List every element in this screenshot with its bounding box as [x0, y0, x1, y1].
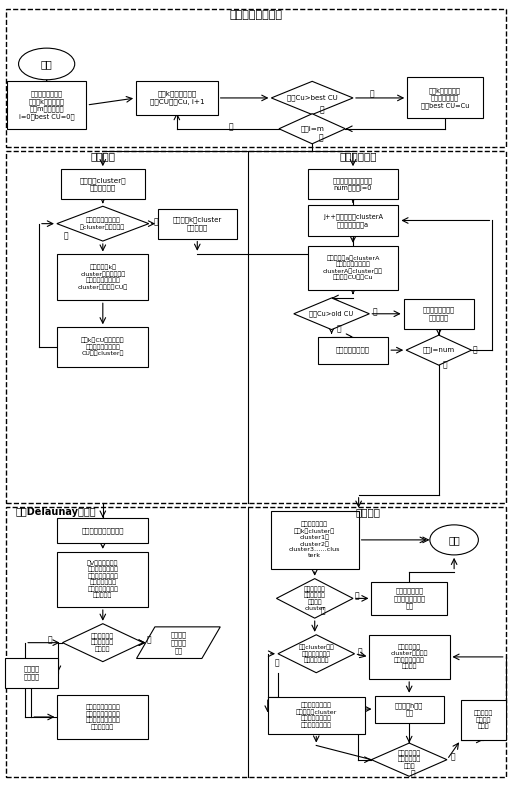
Text: 判断j=num: 判断j=num: [423, 347, 455, 353]
Bar: [6, 507, 506, 777]
FancyBboxPatch shape: [308, 205, 398, 235]
Text: 空间聚类: 空间聚类: [356, 507, 381, 517]
Text: 比较k个CU值，将该空
间要素归入产生最大
CU值的cluster中: 比较k个CU值，将该空 间要素归入产生最大 CU值的cluster中: [81, 337, 124, 356]
FancyBboxPatch shape: [318, 337, 388, 364]
Text: 优化聚类结果: 优化聚类结果: [339, 151, 377, 162]
FancyBboxPatch shape: [407, 78, 483, 119]
Text: 确定初始聚类中心: 确定初始聚类中心: [229, 10, 283, 20]
FancyBboxPatch shape: [375, 695, 444, 722]
Text: 否: 否: [228, 122, 233, 131]
Text: 是: 是: [442, 360, 447, 369]
Text: 判断Cu>old CU: 判断Cu>old CU: [309, 310, 354, 317]
FancyBboxPatch shape: [61, 169, 145, 199]
Text: 否: 否: [147, 635, 152, 644]
Polygon shape: [278, 634, 354, 672]
Text: 撤销置换，回到上
次聚类结果: 撤销置换，回到上 次聚类结果: [423, 307, 455, 321]
FancyBboxPatch shape: [371, 582, 447, 615]
Text: 否: 否: [473, 345, 478, 355]
Text: 得到包含k个cluster
的聚类结果: 得到包含k个cluster 的聚类结果: [173, 216, 222, 230]
Text: 生成一个新的
cluster，具有最
大属性相似性和空
间可达性: 生成一个新的 cluster，具有最 大属性相似性和空 间可达性: [391, 645, 428, 669]
Text: 选择k个初始中心，
计算CU的值Cu, i+1: 选择k个初始中心， 计算CU的值Cu, i+1: [150, 91, 204, 105]
FancyBboxPatch shape: [57, 254, 148, 300]
Text: 是: 是: [321, 607, 326, 615]
FancyBboxPatch shape: [158, 208, 237, 238]
Text: 判断是否存在
未构成三角网
的独立点: 判断是否存在 未构成三角网 的独立点: [91, 634, 115, 652]
Text: 是: 是: [336, 324, 341, 333]
Bar: [6, 151, 506, 503]
Text: 判断cluster中是
否存在未进行空间
聚类的空间要素: 判断cluster中是 否存在未进行空间 聚类的空间要素: [298, 645, 334, 663]
Text: 判断i=m: 判断i=m: [300, 125, 324, 132]
FancyBboxPatch shape: [369, 634, 450, 679]
Text: 构建最外部的凸多边形: 构建最外部的凸多边形: [81, 527, 124, 534]
Polygon shape: [279, 114, 346, 144]
FancyBboxPatch shape: [7, 82, 86, 129]
Text: 得到每个cluster的
初始聚类中心: 得到每个cluster的 初始聚类中心: [79, 177, 126, 191]
Text: 判断符合条件
的空间要素是
否存在: 判断符合条件 的空间要素是 否存在: [397, 750, 421, 769]
FancyBboxPatch shape: [308, 169, 398, 199]
Text: 是: 是: [358, 647, 362, 656]
FancyBboxPatch shape: [268, 697, 365, 733]
Text: 判断是否存在未归入
个cluster的空间要素: 判断是否存在未归入 个cluster的空间要素: [80, 218, 125, 230]
Text: 否: 否: [355, 592, 360, 600]
Text: 从V值最小的空间
要素，向凸多边形
的各个顶点连线，
获取最初的三角
网，并更新空间可
达性关系表: 从V值最小的空间 要素，向凸多边形 的各个顶点连线， 获取最初的三角 网，并更新…: [87, 561, 119, 599]
Polygon shape: [371, 743, 447, 776]
Text: 是: 是: [451, 753, 456, 762]
Ellipse shape: [430, 525, 478, 555]
Bar: [6, 9, 506, 147]
Text: 将这些空间
要素归并
为一类: 将这些空间 要素归并 为一类: [474, 711, 493, 729]
Text: 生成空间
可达性关
系表: 生成空间 可达性关 系表: [170, 632, 186, 653]
FancyBboxPatch shape: [57, 518, 148, 543]
Text: 根据空间可达性关
系表，在找cluster
中找具有连续空间
可达性的空间要素: 根据空间可达性关 系表，在找cluster 中找具有连续空间 可达性的空间要素: [295, 703, 337, 728]
Text: 将这k个初始中心
作为初始聚类中
心，best CU=Cu: 将这k个初始中心 作为初始聚类中 心，best CU=Cu: [421, 87, 469, 109]
Polygon shape: [137, 626, 220, 658]
Text: 结束: 结束: [448, 535, 460, 545]
Text: 判断是否存在
未进行二次空
间聚类的
cluster: 判断是否存在 未进行二次空 间聚类的 cluster: [304, 586, 326, 611]
FancyBboxPatch shape: [461, 700, 506, 740]
Text: 属性聚类: 属性聚类: [90, 151, 115, 162]
FancyBboxPatch shape: [271, 511, 358, 569]
Text: 得到最终聚类结
果，k个cluster：
cluster1、
cluster2、
cluster3……clus
terk: 得到最终聚类结 果，k个cluster： cluster1、 cluster2、…: [289, 521, 340, 558]
Polygon shape: [294, 298, 369, 329]
Text: j++，随机选择clusterA
中一个空间要素a: j++，随机选择clusterA 中一个空间要素a: [323, 213, 383, 227]
Text: 是: 是: [63, 232, 68, 241]
Text: 否: 否: [319, 105, 324, 114]
FancyBboxPatch shape: [57, 695, 148, 739]
FancyBboxPatch shape: [403, 299, 474, 329]
Text: 将空间要素a从clusterA
置换到某一个不同于
clusterA的cluster中，
重新计算CU的值Cu: 将空间要素a从clusterA 置换到某一个不同于 clusterA的clust…: [323, 255, 383, 280]
Text: 初始化聚类优化次数为
num，索引j=0: 初始化聚类优化次数为 num，索引j=0: [333, 177, 373, 191]
FancyBboxPatch shape: [5, 657, 58, 687]
Polygon shape: [62, 623, 143, 661]
Text: 构建Delaunay三角网: 构建Delaunay三角网: [16, 507, 97, 517]
Text: 是: 是: [47, 635, 52, 644]
Polygon shape: [271, 82, 353, 115]
Text: 开始: 开始: [41, 59, 53, 69]
FancyBboxPatch shape: [57, 552, 148, 607]
Text: 否: 否: [372, 307, 377, 316]
FancyBboxPatch shape: [308, 246, 398, 290]
Text: 否: 否: [274, 659, 279, 668]
FancyBboxPatch shape: [57, 327, 148, 367]
Polygon shape: [406, 335, 472, 365]
Text: 完成二次空间聚
类，生成最终聚类
结果: 完成二次空间聚 类，生成最终聚类 结果: [393, 588, 425, 609]
Polygon shape: [276, 579, 353, 619]
Text: 选取未归入k个
cluster的所有空间要
素，计算其归入每个
cluster后产生的CU值: 选取未归入k个 cluster的所有空间要 素，计算其归入每个 cluster后…: [78, 265, 128, 290]
Text: 是: 是: [370, 89, 375, 98]
Text: 否: 否: [411, 769, 415, 779]
Text: 保留置换后的结果: 保留置换后的结果: [336, 347, 370, 353]
Text: 否: 否: [154, 218, 159, 227]
Text: 初始化属性聚类的
个数为k，总循环次
数为m，循环索引
i=0，best CU=0，: 初始化属性聚类的 个数为k，总循环次 数为m，循环索引 i=0，best CU=…: [19, 90, 74, 120]
Text: 连接独立点和外包三
角形各顶点，形成新
的三角网，更新空间
可达性关系表: 连接独立点和外包三 角形各顶点，形成新 的三角网，更新空间 可达性关系表: [86, 704, 120, 729]
Text: 确定此外
包三角形: 确定此外 包三角形: [24, 665, 39, 680]
Text: 空间要素h自成
一类: 空间要素h自成 一类: [395, 702, 423, 716]
FancyBboxPatch shape: [136, 82, 218, 115]
Ellipse shape: [18, 48, 75, 80]
Text: 是: 是: [319, 134, 324, 143]
Polygon shape: [57, 206, 149, 241]
Text: 判断Cu>best CU: 判断Cu>best CU: [287, 94, 337, 101]
